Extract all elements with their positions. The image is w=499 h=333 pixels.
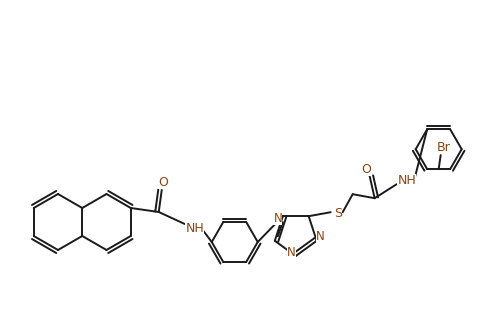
Text: NH: NH: [397, 174, 416, 187]
Text: NH: NH: [185, 221, 204, 234]
Text: N: N: [273, 212, 282, 225]
Text: S: S: [334, 207, 342, 220]
Text: N: N: [316, 230, 325, 243]
Text: O: O: [362, 163, 372, 176]
Text: N: N: [287, 245, 296, 258]
Text: Br: Br: [437, 141, 451, 154]
Text: O: O: [158, 175, 168, 188]
